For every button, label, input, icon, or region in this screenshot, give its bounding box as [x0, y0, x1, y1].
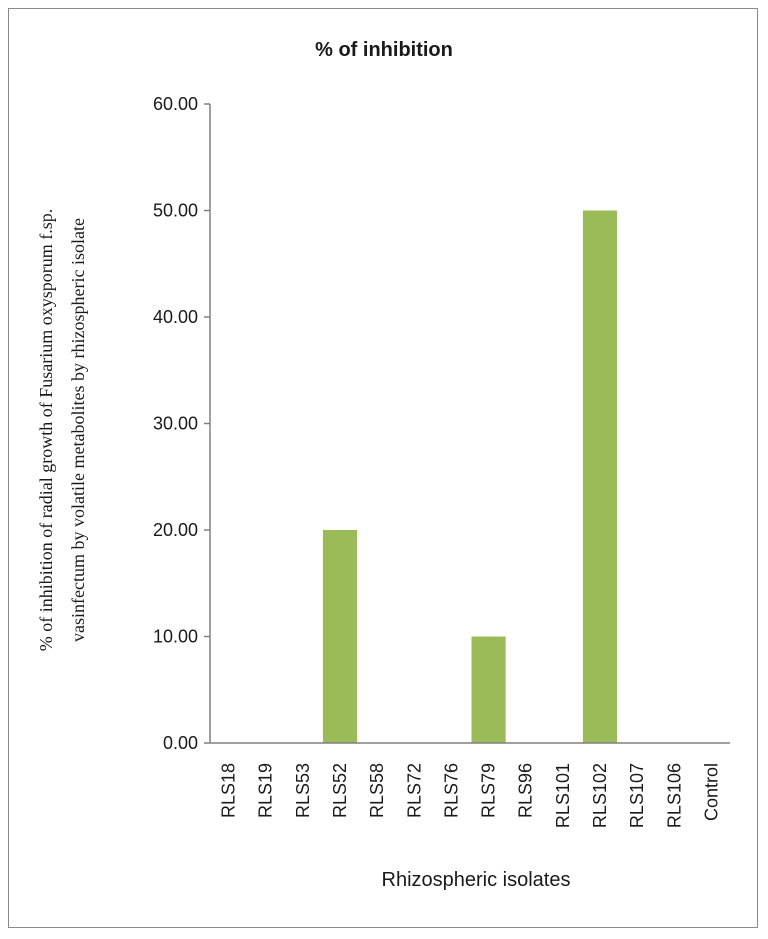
x-tick-label: RLS101	[553, 763, 573, 828]
x-tick-label: RLS76	[441, 763, 461, 818]
x-tick-label: RLS58	[367, 763, 387, 818]
x-tick-label: RLS53	[293, 763, 313, 818]
y-axis-title: % of inhibition of radial growth of Fusa…	[36, 209, 88, 651]
y-tick-label: 60.00	[153, 94, 198, 114]
bars	[322, 210, 618, 743]
x-tick-label: RLS79	[479, 763, 499, 818]
x-tick-label: RLS96	[516, 763, 536, 818]
x-axis-title: Rhizospheric isolates	[382, 869, 571, 891]
y-tick-label: 30.00	[153, 414, 198, 434]
y-tick-label: 0.00	[163, 733, 198, 753]
y-axis-title-line1: % of inhibition of radial growth of Fusa…	[36, 209, 56, 651]
bar-rls102	[582, 210, 618, 743]
chart-title: % of inhibition	[315, 39, 453, 61]
x-tick-label: RLS106	[664, 763, 684, 828]
y-tick-label: 20.00	[153, 520, 198, 540]
y-tick-label: 50.00	[153, 201, 198, 221]
y-tick-label: 40.00	[153, 307, 198, 327]
x-tick-label: RLS19	[256, 763, 276, 818]
y-axis-ticks: 0.00 10.00 20.00 30.00 40.00 50.00 60.00	[153, 94, 210, 753]
x-tick-label: RLS107	[627, 763, 647, 828]
x-tick-label: RLS52	[330, 763, 350, 818]
chart-frame	[8, 8, 758, 928]
bar-rls52	[322, 530, 358, 743]
bar-rls79	[471, 636, 506, 743]
y-axis-title-line2: vasinfectum by volatile metabolites by r…	[68, 218, 88, 642]
x-tick-label: RLS72	[404, 763, 424, 818]
x-tick-label: RLS102	[590, 763, 610, 828]
x-tick-label: Control	[701, 763, 721, 821]
y-tick-label: 10.00	[153, 627, 198, 647]
x-axis-tick-labels: RLS18 RLS19 RLS53 RLS52 RLS58 RLS72 RLS76 RLS79…	[219, 763, 722, 828]
x-tick-label: RLS18	[219, 763, 239, 818]
